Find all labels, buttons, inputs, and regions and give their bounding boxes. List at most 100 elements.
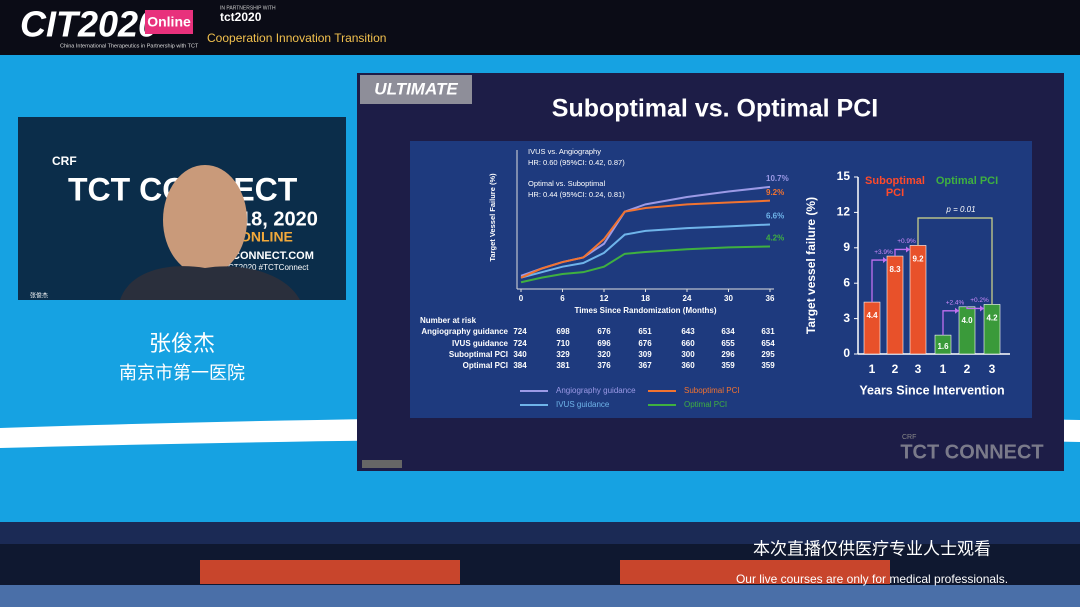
legend-label: IVUS guidance	[556, 400, 610, 409]
risk-count: 724	[513, 339, 527, 348]
bar	[863, 301, 881, 355]
risk-count: 340	[513, 350, 527, 359]
x-tick-label: 24	[683, 294, 692, 303]
y-tick-label: 9	[843, 240, 850, 254]
risk-count: 367	[638, 361, 652, 370]
slide-controls[interactable]	[362, 460, 402, 468]
x-tick-label: 30	[724, 294, 733, 303]
bar-value-label: 8.3	[889, 265, 901, 274]
y-tick-label: 15	[837, 169, 851, 183]
risk-count: 384	[513, 361, 527, 370]
increment-label: +0.2%	[970, 297, 989, 304]
y-tick-label: 6	[843, 275, 850, 289]
increment-label: +0.9%	[897, 238, 916, 245]
y-tick-label: 12	[837, 205, 851, 219]
speaker-affiliation: 南京市第一医院	[119, 363, 245, 383]
speaker-name: 张俊杰	[149, 331, 215, 356]
risk-count: 643	[681, 327, 695, 336]
risk-count: 300	[681, 350, 695, 359]
x-tick-label: 3	[989, 362, 996, 376]
x-tick-label: 2	[964, 362, 971, 376]
badge: Online	[147, 14, 191, 30]
speaker-head	[163, 165, 247, 275]
webcam-date: 18, 2020	[240, 208, 318, 230]
risk-count: 676	[638, 339, 652, 348]
risk-count: 651	[638, 327, 652, 336]
increment-label: +2.4%	[946, 300, 965, 307]
risk-count: 320	[597, 350, 611, 359]
annotation: HR: 0.60 (95%CI: 0.42, 0.87)	[528, 158, 625, 167]
x-tick-label: 1	[940, 362, 947, 376]
badge-bg	[145, 10, 193, 34]
group-label: Optimal PCI	[935, 175, 999, 187]
risk-count: 329	[556, 350, 570, 359]
risk-count: 724	[513, 327, 527, 336]
slide-tag-bg	[360, 75, 472, 104]
webcam-tag: 张俊杰	[30, 292, 48, 300]
caption-en: Our live courses are only for medical pr…	[736, 572, 1008, 586]
caption-zh: 本次直播仅供医疗专业人士观看	[753, 539, 991, 558]
slide-tag: ULTIMATE	[374, 79, 458, 98]
webcam-site: CONNECT.COM	[232, 250, 314, 262]
arrow-head	[955, 307, 959, 314]
risk-count: 376	[597, 361, 611, 370]
risk-count: 698	[556, 327, 570, 336]
y-axis-label: Target vessel failure (%)	[804, 197, 818, 334]
slide-title: Suboptimal vs. Optimal PCI	[552, 95, 878, 123]
legend-label: Optimal PCI	[684, 400, 727, 409]
x-axis-label: Years Since Intervention	[859, 383, 1004, 397]
webcam-brand: CRF	[52, 154, 77, 168]
webcam-online: ONLINE	[240, 229, 293, 245]
bar-value-label: 4.4	[866, 311, 878, 320]
p-bracket	[917, 217, 993, 305]
stage-table	[200, 560, 460, 584]
risk-count: 309	[638, 350, 652, 359]
risk-count: 634	[721, 327, 735, 336]
risk-count: 654	[761, 339, 775, 348]
y-tick-label: 3	[843, 311, 850, 325]
risk-count: 655	[721, 339, 735, 348]
km-curve	[520, 245, 771, 284]
watermark: TCT CONNECT	[900, 441, 1043, 463]
x-axis-label: Times Since Randomization (Months)	[574, 306, 716, 315]
risk-count: 710	[556, 339, 570, 348]
increment-arrow	[871, 259, 887, 303]
chart-panel	[410, 141, 1032, 418]
increment-arrow	[966, 306, 984, 310]
risk-count: 696	[597, 339, 611, 348]
risk-count: 295	[761, 350, 775, 359]
risk-count: 359	[761, 361, 775, 370]
end-label: 10.7%	[766, 174, 789, 183]
risk-count: 381	[556, 361, 570, 370]
km-curve	[520, 223, 771, 279]
x-tick-label: 0	[519, 294, 524, 303]
risk-row-label: Suboptimal PCI	[449, 350, 508, 359]
bar-value-label: 9.2	[912, 255, 924, 264]
x-tick-label: 2	[892, 362, 899, 376]
bar-value-label: 1.6	[937, 342, 949, 351]
legend-label: Suboptimal PCI	[684, 386, 740, 395]
x-tick-label: 1	[869, 362, 876, 376]
arrow-head	[980, 305, 984, 312]
end-label: 9.2%	[766, 188, 784, 197]
webcam-hashtag: CT2020 #TCTConnect	[228, 263, 309, 272]
risk-row-label: Optimal PCI	[463, 361, 508, 370]
stage-backdrop	[0, 522, 1080, 544]
increment-label: +3.9%	[874, 249, 893, 256]
y-axis-label: Target Vessel Failure (%)	[488, 173, 497, 262]
risk-row-label: IVUS guidance	[452, 339, 509, 348]
risk-count: 660	[681, 339, 695, 348]
x-tick-label: 3	[915, 362, 922, 376]
x-tick-label: 18	[641, 294, 650, 303]
increment-arrow	[894, 248, 910, 257]
x-tick-label: 6	[560, 294, 565, 303]
stage-floor	[0, 585, 1080, 607]
end-label: 6.6%	[766, 212, 784, 221]
arrow-head	[906, 246, 910, 253]
motto: Cooperation Innovation Transition	[207, 31, 386, 45]
increment-arrow	[942, 310, 959, 336]
y-tick-label: 0	[843, 346, 850, 360]
arrow-head	[883, 257, 887, 264]
bar	[958, 306, 976, 355]
